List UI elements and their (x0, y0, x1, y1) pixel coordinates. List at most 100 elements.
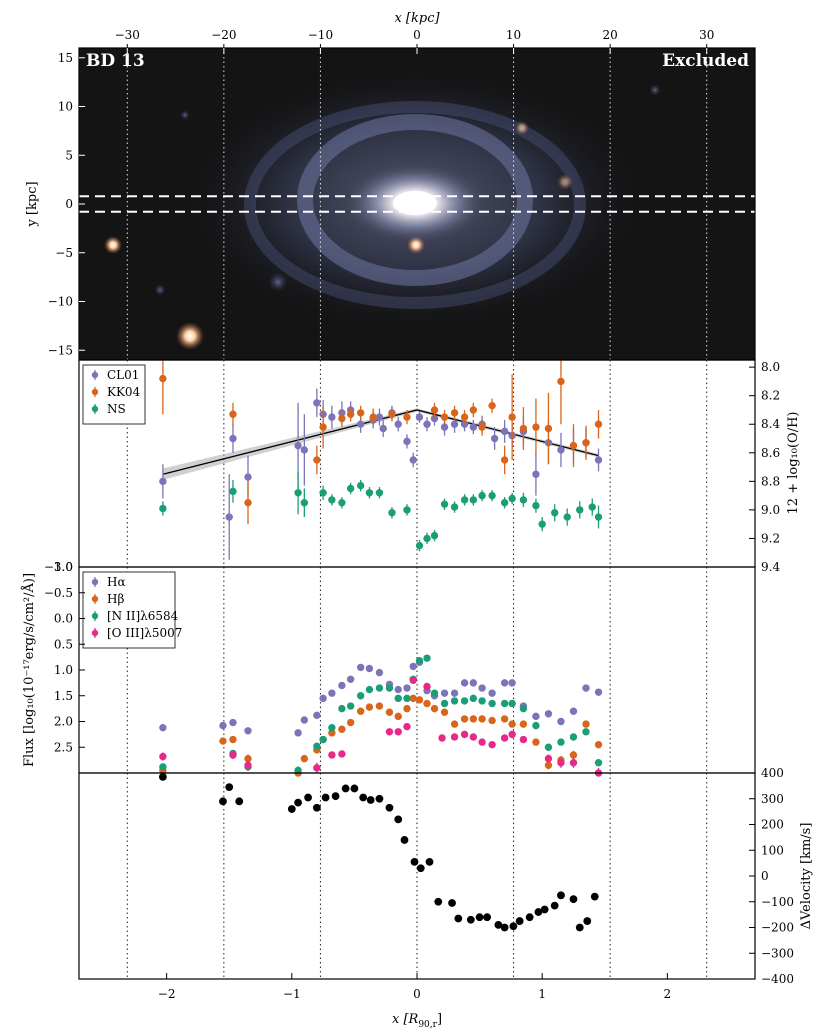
r90-tick-label: 2 (664, 987, 672, 1001)
kpc-tick-label: 10 (506, 28, 521, 42)
data-point (294, 489, 302, 497)
data-point (440, 500, 449, 508)
data-point (450, 733, 459, 741)
flux-legend: Hα Hβ [N II]λ6584 [O III]λ5007 (82, 571, 182, 649)
data-point (440, 423, 449, 431)
data-point (434, 897, 443, 906)
data-point (365, 664, 374, 673)
r90-tick-label: 0 (413, 987, 421, 1001)
galaxy-id-label: BD 13 (86, 51, 145, 71)
data-point (500, 699, 509, 708)
data-point (244, 473, 252, 481)
metal-y-tick-label: 8.0 (761, 360, 780, 374)
data-point (328, 689, 336, 697)
velocity-points (158, 772, 599, 932)
metal-y-tick-label: 9.0 (761, 503, 780, 517)
data-point (385, 728, 394, 736)
data-point (219, 797, 227, 806)
metallicity-legend-label: KK04 (107, 385, 141, 399)
vel-y-tick-label: 300 (761, 792, 784, 806)
data-point (440, 413, 449, 421)
data-point (557, 377, 565, 386)
background-galaxy (154, 284, 166, 296)
flux-left-axis: 2.5 2.0 1.5 1.0 0.5 0.0 −0.5 −1.0 (44, 560, 85, 754)
data-point (425, 857, 434, 866)
data-point (557, 446, 565, 454)
data-point (328, 496, 336, 504)
data-point (460, 697, 469, 705)
data-point (313, 711, 321, 720)
flux-top-tick-label: 3.0 (54, 560, 73, 574)
data-point (515, 917, 524, 925)
data-point (375, 489, 384, 497)
kpc-tick-label: 0 (413, 28, 421, 42)
image-y-tick-label: −5 (55, 246, 73, 260)
data-point (544, 424, 553, 433)
r90-bottom-axis: −2 −1 0 1 2 (158, 973, 671, 1001)
legend-marker (91, 371, 99, 379)
metal-y-tick-label: 8.6 (761, 446, 780, 460)
data-point (544, 743, 553, 751)
data-point (321, 793, 330, 802)
image-y-tick-label: 0 (65, 197, 73, 211)
data-point (509, 922, 518, 931)
data-point (563, 513, 571, 521)
data-point (313, 399, 321, 407)
data-point (519, 496, 528, 504)
vel-y-tick-label: 400 (761, 766, 784, 780)
data-point (582, 720, 590, 728)
data-point (460, 679, 469, 687)
data-point (575, 923, 584, 932)
metallicity-ylabel: 12 + log₁₀(O/H) (786, 412, 801, 515)
velocity-right-axis: 400 300 200 100 0 −100 −200 −300 −400 (749, 766, 794, 986)
data-point (225, 783, 234, 792)
kpc-tick-label: 20 (603, 28, 618, 42)
data-point (557, 759, 565, 767)
data-point (244, 727, 252, 735)
data-point (488, 716, 496, 725)
metallicity-panel: CL01 KK04 NS (78, 359, 756, 568)
flux-legend-label: Hβ (107, 592, 124, 606)
data-point (569, 759, 578, 767)
data-point (478, 491, 486, 500)
data-point (159, 763, 167, 771)
data-point (569, 895, 578, 904)
data-point (394, 420, 402, 428)
kpc-tick-label: 30 (699, 28, 714, 42)
data-point (500, 499, 509, 507)
data-point (478, 697, 486, 705)
data-point (287, 805, 296, 813)
data-point (356, 663, 365, 672)
data-point (338, 681, 346, 690)
data-point (469, 496, 478, 504)
data-point (350, 784, 359, 793)
bottom-axis-label-end: ] (437, 1012, 442, 1027)
flux-y-tick-label: 2.0 (54, 715, 73, 729)
data-point (469, 423, 478, 431)
data-point (394, 685, 402, 694)
flux-panel: Hα Hβ [N II]λ6584 [O III]λ5007 (78, 566, 756, 777)
flux-y-tick-label: 1.0 (54, 663, 73, 677)
data-point (356, 409, 365, 417)
data-point (594, 688, 603, 696)
data-point (159, 374, 167, 383)
data-point (569, 733, 578, 741)
data-point (423, 682, 431, 691)
data-point (394, 712, 402, 721)
data-point (225, 513, 233, 521)
data-point (388, 410, 396, 418)
data-point (403, 722, 411, 731)
data-point (300, 499, 309, 507)
data-point (369, 413, 377, 421)
data-point (365, 703, 374, 711)
data-point (403, 437, 411, 446)
data-point (532, 721, 540, 730)
background-galaxy (649, 84, 661, 96)
flux-y-tick-label: 1.5 (54, 689, 73, 703)
data-point (403, 413, 411, 421)
velocity-gridlines (126, 773, 708, 979)
data-point (488, 491, 496, 500)
kpc-tick-label: −30 (115, 28, 140, 42)
data-point (416, 864, 425, 873)
vel-y-tick-label: 100 (761, 843, 784, 857)
